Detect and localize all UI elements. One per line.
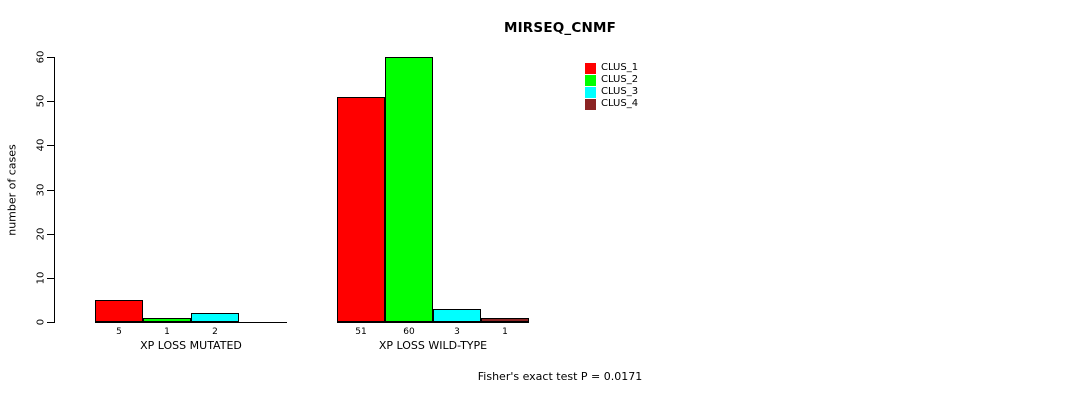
- x-baseline: [337, 322, 529, 323]
- legend: CLUS_1 CLUS_2 CLUS_3 CLUS_4: [585, 62, 638, 110]
- x-baseline: [95, 322, 287, 323]
- bar-clus_3: [433, 308, 481, 322]
- legend-swatch: [585, 86, 596, 98]
- bar-value-label: 60: [403, 327, 415, 337]
- y-tick-label: 10: [35, 271, 47, 285]
- bar-value-label: 1: [502, 327, 508, 337]
- y-axis-tick: [47, 145, 54, 147]
- y-tick-label: 20: [35, 227, 47, 241]
- legend-item: CLUS_2: [585, 74, 638, 86]
- y-axis-tick: [47, 57, 54, 58]
- y-axis-tick: [47, 101, 54, 103]
- bar-clus_3: [191, 313, 239, 322]
- y-tick-label: 40: [35, 138, 47, 152]
- legend-item: CLUS_3: [585, 86, 638, 98]
- y-tick-label: 0: [35, 318, 47, 326]
- y-tick-label: 50: [35, 94, 47, 108]
- y-axis-tick: [47, 189, 54, 191]
- bar-clus_4: [481, 317, 529, 322]
- bar-value-label: 3: [454, 327, 460, 337]
- category-label: XP LOSS WILD-TYPE: [378, 339, 488, 352]
- y-axis-tick: [47, 322, 54, 323]
- chart-title: MIRSEQ_CNMF: [503, 20, 617, 36]
- y-tick-label: 30: [35, 183, 47, 196]
- annotation-text: Fisher's exact test P = 0.0171: [477, 370, 643, 383]
- bar-clus_2: [143, 317, 191, 322]
- y-axis-label: number of cases: [5, 144, 19, 236]
- legend-swatch: [585, 74, 596, 86]
- y-tick-label: 60: [35, 50, 47, 64]
- y-axis-line: [54, 57, 55, 323]
- bar-value-label: 2: [212, 327, 218, 337]
- category-label: XP LOSS MUTATED: [140, 339, 242, 352]
- legend-label: CLUS_1: [601, 62, 639, 73]
- y-axis-tick: [47, 277, 54, 279]
- legend-swatch: [585, 62, 596, 74]
- legend-label: CLUS_2: [601, 74, 639, 85]
- legend-item: CLUS_1: [585, 62, 638, 74]
- bar-value-label: 5: [116, 327, 122, 337]
- legend-item: CLUS_4: [585, 98, 638, 110]
- bar-clus_1: [337, 96, 385, 322]
- legend-label: CLUS_4: [601, 98, 639, 109]
- bar-clus_2: [385, 57, 433, 322]
- legend-label: CLUS_3: [601, 86, 639, 97]
- y-axis-tick: [47, 233, 54, 235]
- bar-clus_1: [95, 299, 143, 322]
- bar-value-label: 1: [164, 327, 170, 337]
- legend-swatch: [585, 98, 596, 110]
- bar-value-label: 51: [355, 327, 367, 337]
